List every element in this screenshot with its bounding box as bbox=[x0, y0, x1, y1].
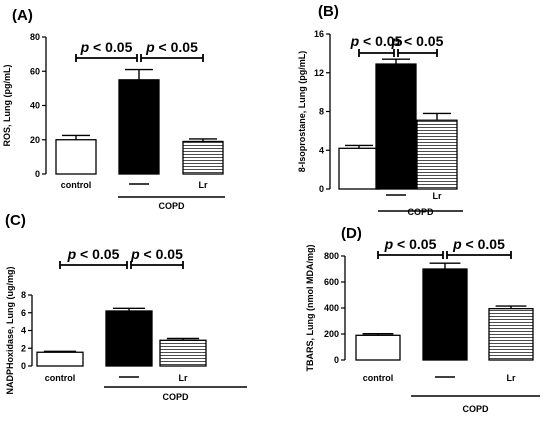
chart-panel-3: (C) 0 2 4 6 8 NADPHoxidase, Lung (ug/mg) contro… bbox=[5, 212, 247, 402]
y-tick-label: 0 bbox=[334, 355, 339, 365]
y-tick-label: 600 bbox=[324, 277, 339, 287]
significance-label: p < 0.05 bbox=[80, 39, 133, 55]
y-tick-label: 8 bbox=[21, 290, 26, 300]
bar-3 bbox=[488, 307, 534, 361]
significance-label: p < 0.05 bbox=[145, 39, 198, 55]
significance-label: p < 0.05 bbox=[67, 246, 120, 262]
panel-letter: (B) bbox=[318, 3, 339, 20]
panel-letter: (C) bbox=[5, 212, 26, 229]
bar-3 bbox=[416, 119, 458, 190]
y-tick-label: 12 bbox=[314, 68, 324, 78]
significance-label: p < 0.05 bbox=[452, 236, 505, 252]
y-axis-label: ROS, Lung (pg/mL) bbox=[2, 65, 12, 147]
bar-1 bbox=[355, 334, 401, 361]
y-tick-label: 200 bbox=[324, 329, 339, 339]
category-label: Lr bbox=[179, 373, 188, 383]
significance-label: p < 0.05 bbox=[384, 236, 437, 252]
y-tick-label: 8 bbox=[319, 107, 324, 117]
category-label: control bbox=[61, 180, 92, 190]
bar-3 bbox=[159, 339, 207, 367]
category-label: control bbox=[45, 373, 76, 383]
category-label: Lr bbox=[507, 373, 516, 383]
y-tick-label: 80 bbox=[30, 32, 40, 42]
significance-label: p < 0.05 bbox=[130, 246, 183, 262]
y-axis-label: 8-Isoprostane, Lung (pg/mL) bbox=[297, 51, 307, 173]
bar-2 bbox=[118, 79, 160, 175]
bar-2 bbox=[105, 310, 153, 367]
significance-label: p < 0.05 bbox=[391, 33, 444, 49]
y-tick-label: 20 bbox=[30, 135, 40, 145]
y-tick-label: 40 bbox=[30, 101, 40, 111]
y-tick-label: 0 bbox=[319, 184, 324, 194]
group-label: COPD bbox=[162, 392, 189, 402]
y-tick-label: 4 bbox=[319, 145, 324, 155]
y-tick-label: 0 bbox=[21, 361, 26, 371]
y-axis-label: TBARS, Lung (nmol MDA/mg) bbox=[305, 245, 315, 372]
y-tick-label: 60 bbox=[30, 66, 40, 76]
bar-1 bbox=[338, 147, 380, 190]
chart-panel-2: (B) 0 4 8 12 16 8-Isoprostane, Lung (pg/mL) Lr C… bbox=[297, 3, 463, 217]
chart-panel-4: (D) 0 200 400 600 800 TBARS, Lung (nmol MDA/mg… bbox=[305, 225, 540, 414]
y-tick-label: 0 bbox=[35, 169, 40, 179]
bar-2 bbox=[375, 63, 417, 190]
y-tick-label: 400 bbox=[324, 303, 339, 313]
y-tick-label: 6 bbox=[21, 308, 26, 318]
category-label: control bbox=[363, 373, 394, 383]
panel-letter: (D) bbox=[341, 225, 362, 242]
bar-1 bbox=[55, 139, 97, 175]
category-label: Lr bbox=[433, 191, 442, 201]
group-label: COPD bbox=[462, 404, 489, 414]
y-tick-label: 2 bbox=[21, 343, 26, 353]
bar-1 bbox=[36, 351, 84, 367]
bar-2 bbox=[422, 268, 468, 361]
y-axis-label: NADPHoxidase, Lung (ug/mg) bbox=[5, 266, 15, 394]
y-tick-label: 800 bbox=[324, 251, 339, 261]
y-tick-label: 16 bbox=[314, 29, 324, 39]
panel-letter: (A) bbox=[12, 7, 33, 24]
y-tick-label: 4 bbox=[21, 326, 26, 336]
chart-panel-1: (A) 0 20 40 60 80 ROS, Lung (pg/mL) control Lr CO… bbox=[2, 7, 225, 211]
significance-label: p < 0.05 bbox=[350, 33, 403, 49]
category-label: Lr bbox=[199, 180, 208, 190]
group-label: COPD bbox=[407, 207, 434, 217]
group-label: COPD bbox=[158, 201, 185, 211]
bar-3 bbox=[182, 140, 224, 175]
